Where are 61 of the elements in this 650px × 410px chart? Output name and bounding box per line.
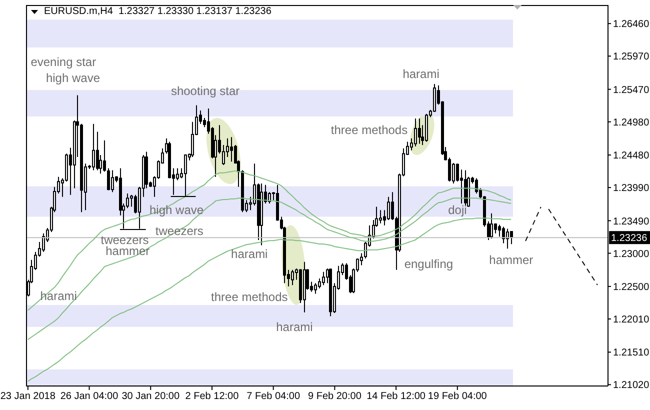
x-tick-label: 2 Feb 12:00 xyxy=(185,391,240,402)
annotation: tweezers xyxy=(100,233,149,247)
y-tick-label: 1.21510 xyxy=(613,348,650,359)
candlestick xyxy=(111,170,114,193)
y-tick-label: 1.25970 xyxy=(613,52,650,63)
y-tick-label: 1.22010 xyxy=(613,314,650,326)
x-tick-label: 26 Jan 04:00 xyxy=(60,391,119,402)
y-tick-label: 1.23000 xyxy=(613,248,650,260)
ref-line-label: 1.23236 xyxy=(611,233,648,244)
annotation: high wave xyxy=(46,71,100,85)
x-tick-label: 9 Feb 20:00 xyxy=(308,391,362,402)
y-tick-label: 1.23490 xyxy=(613,216,650,228)
x-tick-label: 14 Feb 12:00 xyxy=(366,391,426,402)
candlestick xyxy=(291,269,294,286)
candlestick xyxy=(456,163,459,182)
candlestick xyxy=(42,232,45,252)
annotation: harami xyxy=(276,320,313,334)
x-tick-label: 7 Feb 04:00 xyxy=(246,391,300,402)
x-tick-label: 19 Feb 04:00 xyxy=(428,391,488,402)
annotation: harami xyxy=(231,247,268,261)
candlestick xyxy=(418,118,421,144)
chart-title: EURUSD.m,H4 1.23327 1.23330 1.23137 1.23236 xyxy=(44,6,272,18)
candlestick xyxy=(126,193,129,209)
annotation: hammer xyxy=(489,253,534,267)
x-tick-label: 30 Jan 20:00 xyxy=(122,391,180,402)
candlestick xyxy=(490,212,493,240)
y-tick-label: 1.24980 xyxy=(613,117,650,128)
candlestick xyxy=(268,192,271,204)
annotation: engulfing xyxy=(404,257,454,271)
candlestick xyxy=(184,154,187,198)
annotation: harami xyxy=(402,67,440,81)
y-tick-label: 1.23990 xyxy=(613,183,650,194)
annotation: three methods xyxy=(330,123,408,137)
candlestick xyxy=(502,226,505,244)
candlestick xyxy=(452,162,455,184)
candlestick xyxy=(203,117,206,128)
candlestick xyxy=(322,271,325,286)
y-tick-label: 1.22500 xyxy=(613,282,650,293)
candlestick xyxy=(387,196,390,221)
candlestick xyxy=(498,224,501,238)
candlestick xyxy=(475,178,478,194)
x-tick-label: 23 Jan 2018 xyxy=(0,391,56,402)
y-tick-label: 1.26460 xyxy=(613,19,650,30)
y-tick-label: 1.24480 xyxy=(613,150,650,162)
annotation: evening star xyxy=(30,55,96,69)
candlestick xyxy=(318,278,321,289)
y-tick-label: 1.21020 xyxy=(613,380,650,392)
candlestick xyxy=(414,118,417,147)
candlestick xyxy=(230,136,233,162)
candlestick xyxy=(379,210,382,224)
candlestick xyxy=(92,123,95,171)
candlestick xyxy=(433,83,436,112)
candlestick xyxy=(176,168,179,181)
candlestick xyxy=(96,131,99,171)
candlestick xyxy=(464,170,467,207)
candlestick xyxy=(510,230,513,245)
annotation: shooting star xyxy=(170,84,240,98)
annotation: doji xyxy=(448,203,467,217)
y-tick-label: 1.25470 xyxy=(613,84,650,96)
annotation: three methods xyxy=(211,290,288,304)
candlestick xyxy=(314,282,317,294)
